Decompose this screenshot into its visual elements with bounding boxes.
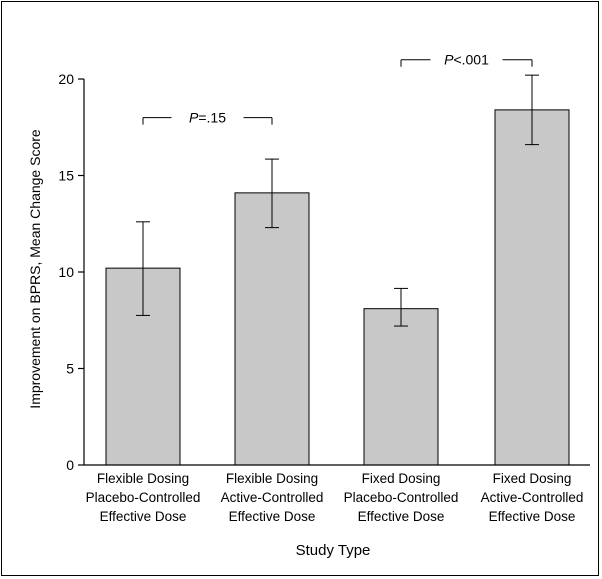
bar-4 xyxy=(494,109,570,466)
x-category-line: Fixed Dosing xyxy=(362,471,441,486)
x-category-line: Fixed Dosing xyxy=(493,471,572,486)
x-category-line: Active-Controlled xyxy=(221,490,324,505)
bar-3 xyxy=(363,308,439,466)
bar-2 xyxy=(234,192,310,466)
x-axis-title: Study Type xyxy=(296,542,371,559)
x-category-line: Active-Controlled xyxy=(481,490,584,505)
x-category-label-2: Flexible Dosing Active-Controlled Effectiv… xyxy=(221,471,324,524)
x-category-line: Effective Dose xyxy=(489,509,576,524)
y-tick-label-5: 5 xyxy=(66,361,74,377)
x-category-line: Placebo-Controlled xyxy=(86,490,201,505)
x-category-line: Placebo-Controlled xyxy=(344,490,459,505)
x-category-line: Effective Dose xyxy=(229,509,316,524)
sig-label-1: P=.15 xyxy=(189,110,226,126)
x-category-line: Flexible Dosing xyxy=(226,471,318,486)
x-category-line: Effective Dose xyxy=(100,509,187,524)
x-category-line: Flexible Dosing xyxy=(97,471,189,486)
x-category-label-1: Flexible Dosing Placebo-Controlled Effecti… xyxy=(86,471,201,524)
sig-label-2: P<.001 xyxy=(444,52,489,68)
y-tick-label-20: 20 xyxy=(58,71,74,87)
y-tick-label-0: 0 xyxy=(66,457,74,473)
sig-p-value: =.15 xyxy=(198,110,226,126)
sig-p-symbol: P xyxy=(189,110,199,126)
x-category-label-3: Fixed Dosing Placebo-Controlled Effective … xyxy=(344,471,459,524)
y-tick-label-15: 15 xyxy=(58,168,74,184)
x-category-line: Effective Dose xyxy=(358,509,445,524)
sig-p-value: <.001 xyxy=(453,52,489,68)
sig-p-symbol: P xyxy=(444,52,454,68)
y-tick-label-10: 10 xyxy=(58,264,74,280)
x-category-label-4: Fixed Dosing Active-Controlled Effective D… xyxy=(481,471,584,524)
y-axis-title: Improvement on BPRS, Mean Change Score xyxy=(27,129,43,409)
